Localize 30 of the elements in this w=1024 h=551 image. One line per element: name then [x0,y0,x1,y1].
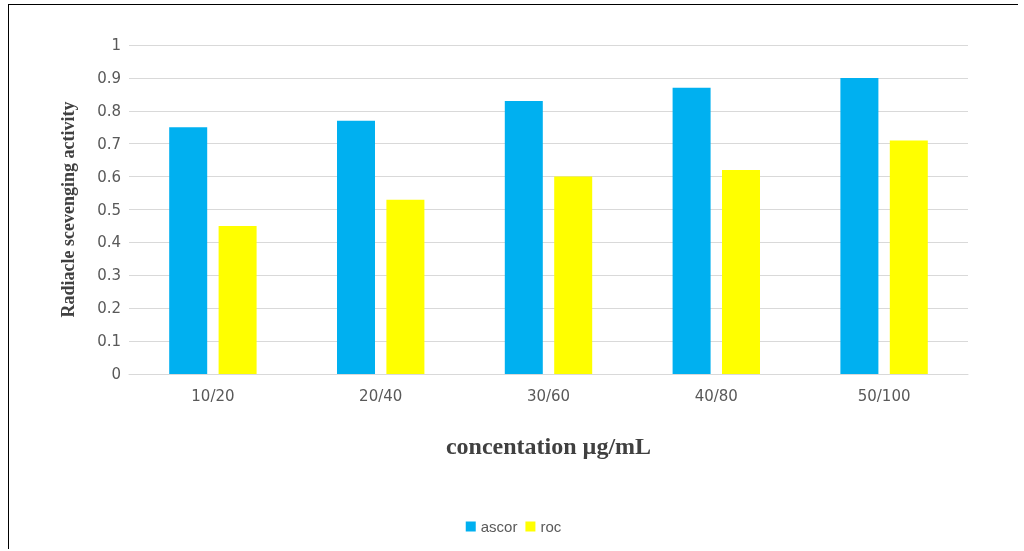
y-tick-label: 0.4 [97,233,121,252]
y-tick-label: 0.3 [97,266,121,285]
y-axis-title: Radiacle scevenging activity [58,101,78,318]
bar [672,87,711,374]
bar [504,100,543,374]
y-tick-label: 0 [111,365,121,383]
y-tick-label: 0.2 [97,299,121,318]
x-tick-label: 20/40 [359,386,403,405]
x-tick-label: 10/20 [191,386,235,405]
y-tick-label: 0.8 [97,101,121,120]
bar [722,170,760,374]
y-tick-label: 0.7 [97,134,121,153]
y-tick-label: 0.6 [97,167,121,186]
y-tick-label: 0.1 [97,332,121,351]
bar [169,127,208,374]
y-tick-label: 0.9 [97,68,121,87]
bar [218,225,257,374]
bar [840,77,879,374]
bar [554,176,593,374]
legend-label: roc [540,518,562,535]
x-tick-label: 40/80 [694,386,738,405]
x-tick-label: 50/100 [857,386,911,405]
bar [386,199,425,374]
legend-label: ascor [480,518,518,535]
x-axis-title: concentation µg/mL [445,433,652,459]
x-tick-label: 30/60 [526,386,571,405]
bar [337,120,375,374]
y-tick-label: 0.5 [97,200,121,219]
y-tick-label: 1 [111,36,121,54]
bar [889,140,928,374]
